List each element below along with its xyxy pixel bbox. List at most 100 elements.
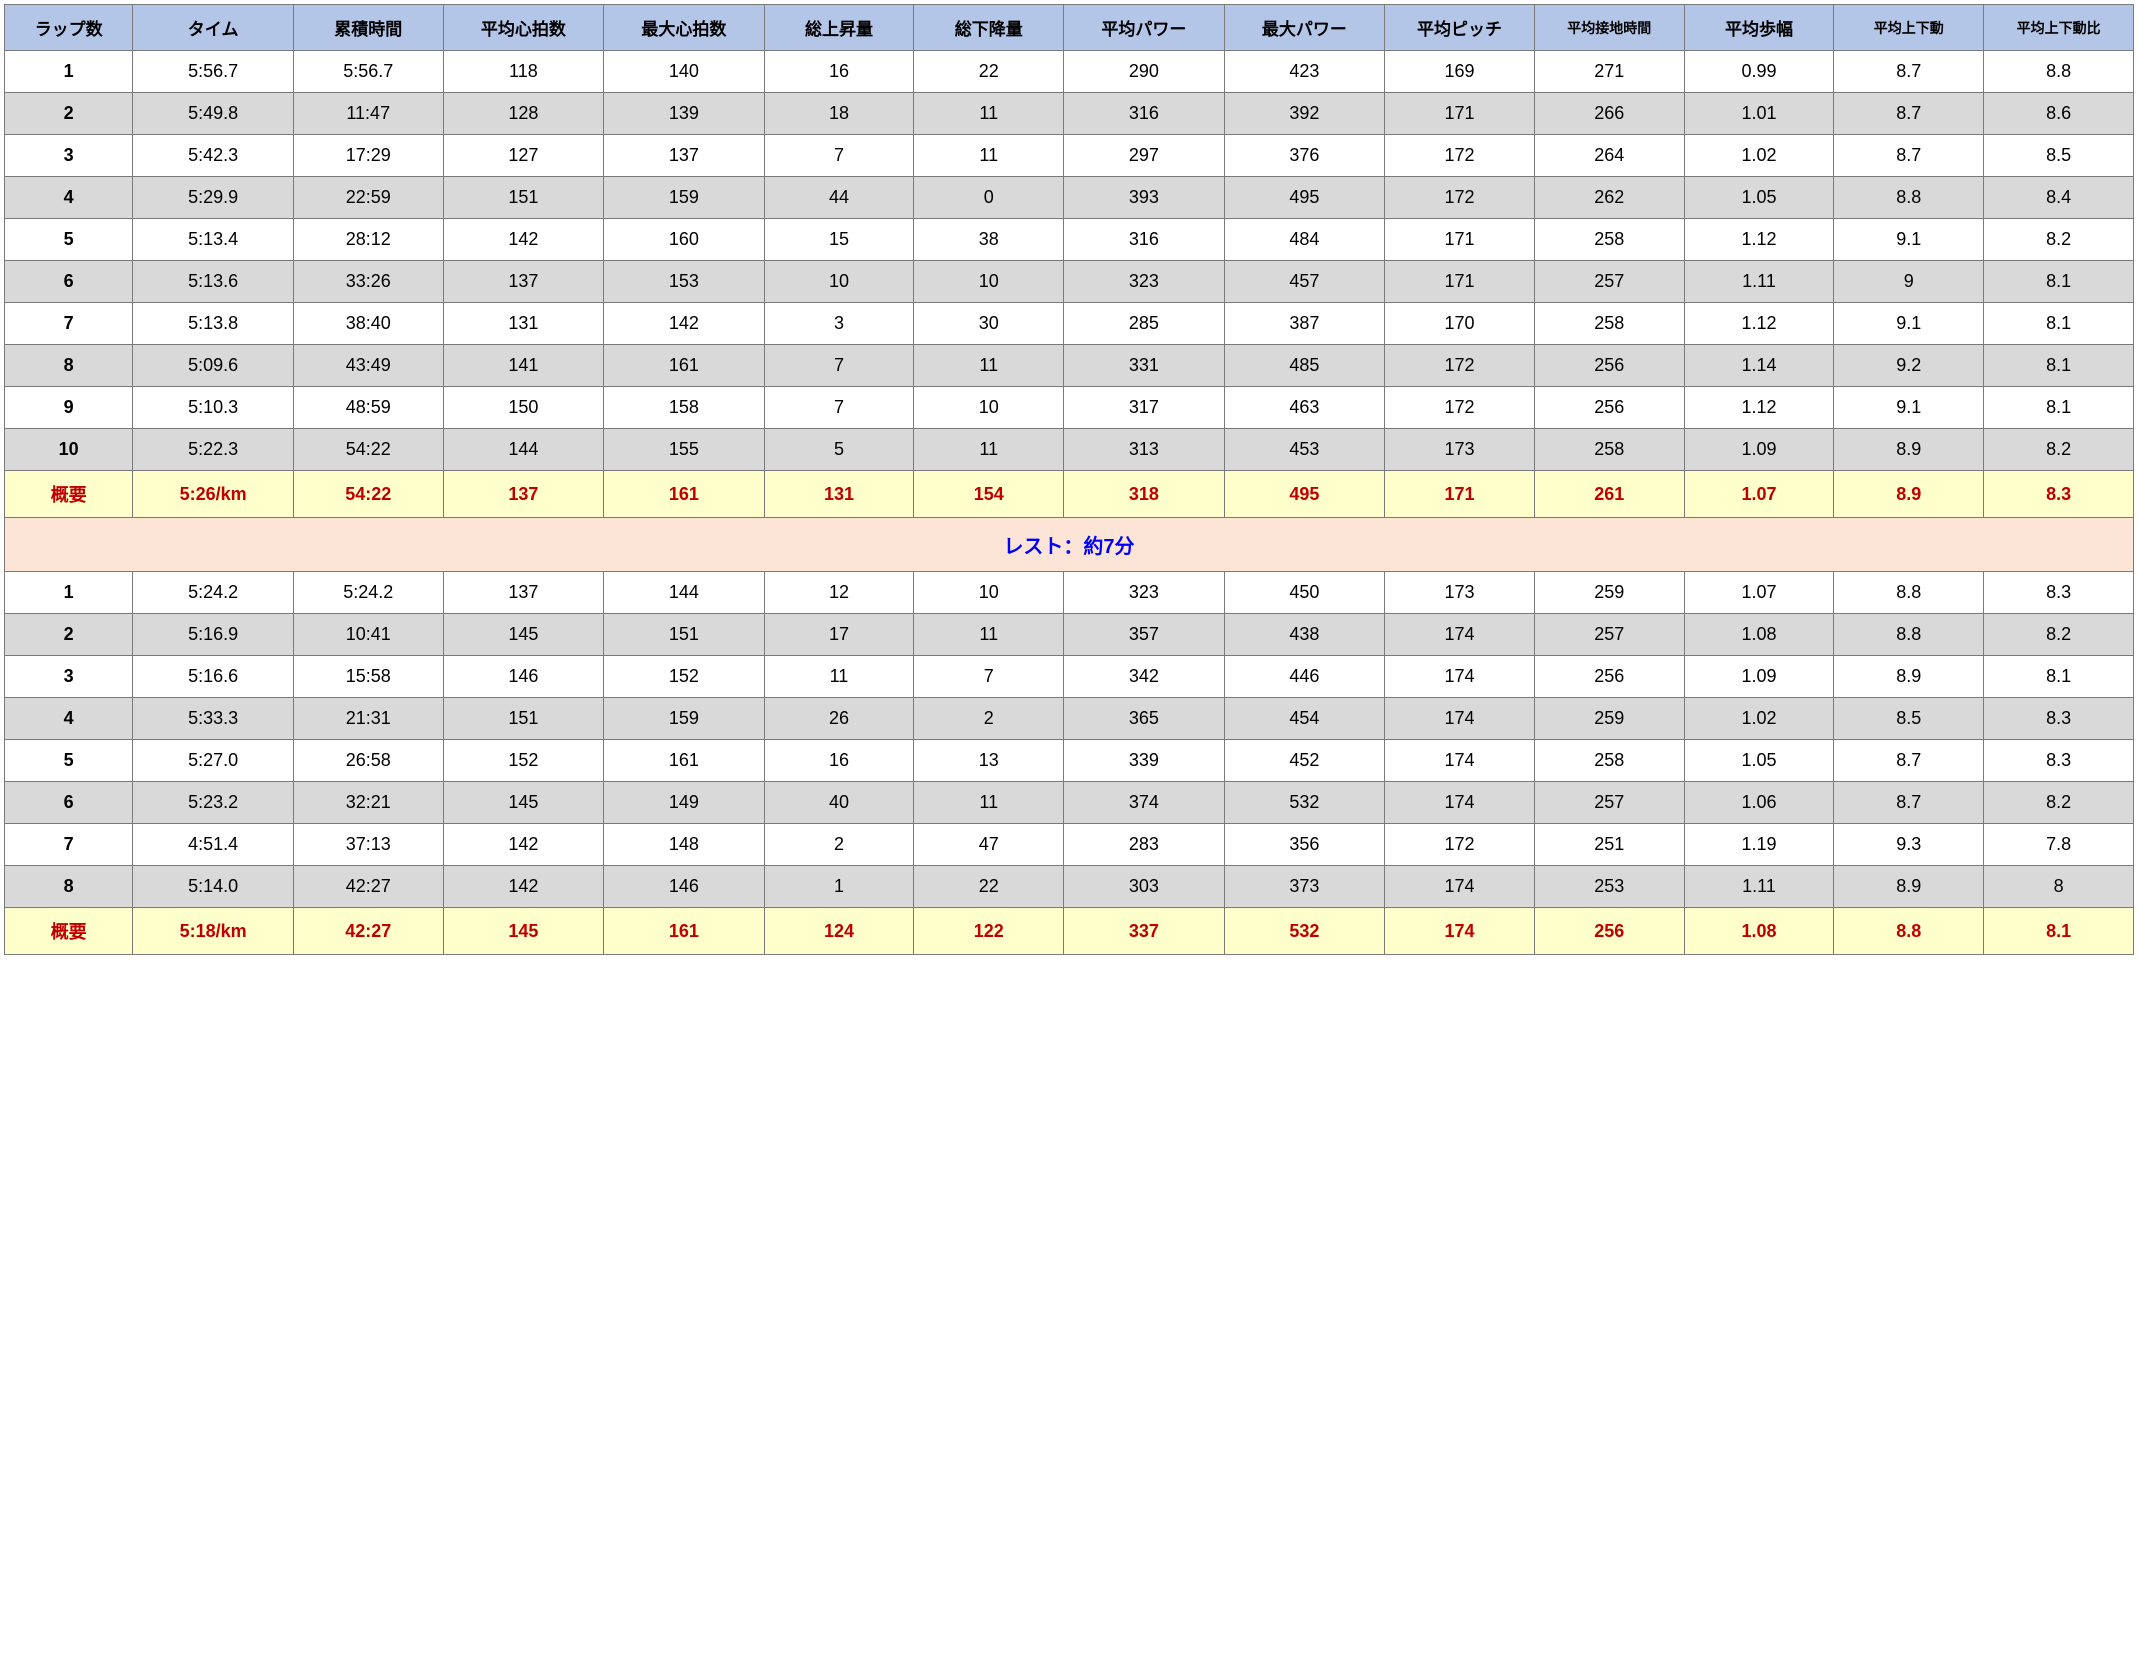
cell: 11 — [914, 135, 1064, 177]
cell: 342 — [1064, 656, 1224, 698]
summary-cell: 122 — [914, 908, 1064, 955]
cell: 142 — [443, 824, 603, 866]
cell: 2 — [914, 698, 1064, 740]
cell: 16 — [764, 51, 914, 93]
cell: 131 — [443, 303, 603, 345]
summary-cell: 概要 — [5, 471, 133, 518]
cell: 290 — [1064, 51, 1224, 93]
cell: 1.05 — [1684, 740, 1834, 782]
cell: 8.2 — [1984, 614, 2134, 656]
cell: 9.3 — [1834, 824, 1984, 866]
cell: 7 — [764, 345, 914, 387]
cell: 5:49.8 — [133, 93, 293, 135]
cell: 148 — [604, 824, 764, 866]
cell: 258 — [1534, 219, 1684, 261]
cell: 5 — [5, 219, 133, 261]
cell: 2 — [764, 824, 914, 866]
cell: 257 — [1534, 261, 1684, 303]
cell: 5:13.4 — [133, 219, 293, 261]
cell: 5:27.0 — [133, 740, 293, 782]
cell: 3 — [764, 303, 914, 345]
cell: 159 — [604, 698, 764, 740]
cell: 174 — [1385, 866, 1535, 908]
table-row: 74:51.437:131421482472833561722511.199.3… — [5, 824, 2134, 866]
cell: 257 — [1534, 782, 1684, 824]
cell: 15:58 — [293, 656, 443, 698]
table-row: 35:42.317:291271377112973761722641.028.7… — [5, 135, 2134, 177]
table-row: 65:13.633:2613715310103234571712571.1198… — [5, 261, 2134, 303]
cell: 18 — [764, 93, 914, 135]
cell: 5:42.3 — [133, 135, 293, 177]
table-row: 15:56.75:56.711814016222904231692710.998… — [5, 51, 2134, 93]
cell: 4 — [5, 698, 133, 740]
cell: 450 — [1224, 572, 1384, 614]
cell: 11 — [914, 93, 1064, 135]
cell: 144 — [604, 572, 764, 614]
cell: 48:59 — [293, 387, 443, 429]
cell: 8.7 — [1834, 93, 1984, 135]
summary-cell: 8.9 — [1834, 471, 1984, 518]
cell: 2 — [5, 93, 133, 135]
summary-cell: 1.07 — [1684, 471, 1834, 518]
table-body: 15:56.75:56.711814016222904231692710.998… — [5, 51, 2134, 955]
cell: 140 — [604, 51, 764, 93]
cell: 8.3 — [1984, 740, 2134, 782]
cell: 356 — [1224, 824, 1384, 866]
cell: 271 — [1534, 51, 1684, 93]
cell: 5:29.9 — [133, 177, 293, 219]
cell: 171 — [1385, 261, 1535, 303]
cell: 5:13.8 — [133, 303, 293, 345]
cell: 9.1 — [1834, 219, 1984, 261]
summary-cell: 154 — [914, 471, 1064, 518]
cell: 128 — [443, 93, 603, 135]
cell: 0 — [914, 177, 1064, 219]
cell: 22 — [914, 866, 1064, 908]
cell: 8.9 — [1834, 656, 1984, 698]
cell: 139 — [604, 93, 764, 135]
table-row: 55:27.026:5815216116133394521742581.058.… — [5, 740, 2134, 782]
cell: 174 — [1385, 614, 1535, 656]
cell: 283 — [1064, 824, 1224, 866]
cell: 11 — [764, 656, 914, 698]
cell: 1.09 — [1684, 429, 1834, 471]
summary-cell: 1.08 — [1684, 908, 1834, 955]
cell: 256 — [1534, 345, 1684, 387]
cell: 142 — [443, 866, 603, 908]
cell: 316 — [1064, 219, 1224, 261]
cell: 317 — [1064, 387, 1224, 429]
cell: 9 — [5, 387, 133, 429]
table-row: 105:22.354:221441555113134531732581.098.… — [5, 429, 2134, 471]
cell: 7 — [764, 135, 914, 177]
cell: 5:09.6 — [133, 345, 293, 387]
cell: 174 — [1385, 656, 1535, 698]
cell: 137 — [443, 572, 603, 614]
table-row: 25:16.910:4114515117113574381742571.088.… — [5, 614, 2134, 656]
cell: 1.19 — [1684, 824, 1834, 866]
cell: 137 — [604, 135, 764, 177]
summary-cell: 174 — [1385, 908, 1535, 955]
summary-cell: 145 — [443, 908, 603, 955]
cell: 1.11 — [1684, 261, 1834, 303]
cell: 8.9 — [1834, 866, 1984, 908]
cell: 5:14.0 — [133, 866, 293, 908]
cell: 11:47 — [293, 93, 443, 135]
cell: 1.08 — [1684, 614, 1834, 656]
cell: 446 — [1224, 656, 1384, 698]
cell: 393 — [1064, 177, 1224, 219]
cell: 8.7 — [1834, 51, 1984, 93]
cell: 5:22.3 — [133, 429, 293, 471]
cell: 376 — [1224, 135, 1384, 177]
col-header-9: 平均ピッチ — [1385, 5, 1535, 51]
col-header-4: 最大心拍数 — [604, 5, 764, 51]
cell: 9.1 — [1834, 303, 1984, 345]
col-header-6: 総下降量 — [914, 5, 1064, 51]
cell: 155 — [604, 429, 764, 471]
cell: 5:56.7 — [133, 51, 293, 93]
cell: 145 — [443, 614, 603, 656]
cell: 127 — [443, 135, 603, 177]
cell: 30 — [914, 303, 1064, 345]
table-row: 15:24.25:24.213714412103234501732591.078… — [5, 572, 2134, 614]
cell: 171 — [1385, 93, 1535, 135]
cell: 495 — [1224, 177, 1384, 219]
cell: 258 — [1534, 303, 1684, 345]
